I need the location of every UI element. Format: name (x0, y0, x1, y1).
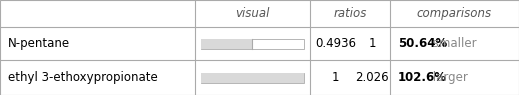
Text: comparisons: comparisons (417, 7, 492, 20)
Text: ratios: ratios (333, 7, 367, 20)
Bar (201, 72, 304, 82)
Text: 1: 1 (368, 37, 376, 50)
Text: 50.64%: 50.64% (398, 37, 447, 50)
Text: N-pentane: N-pentane (8, 37, 70, 50)
Bar (201, 38, 252, 49)
Text: larger: larger (429, 71, 468, 84)
Bar (201, 72, 304, 82)
Text: smaller: smaller (429, 37, 476, 50)
Text: 1: 1 (332, 71, 339, 84)
Text: visual: visual (235, 7, 270, 20)
Text: 102.6%: 102.6% (398, 71, 447, 84)
Text: 0.4936: 0.4936 (315, 37, 356, 50)
Bar (201, 38, 304, 49)
Text: ethyl 3-ethoxypropionate: ethyl 3-ethoxypropionate (8, 71, 158, 84)
Text: 2.026: 2.026 (356, 71, 389, 84)
